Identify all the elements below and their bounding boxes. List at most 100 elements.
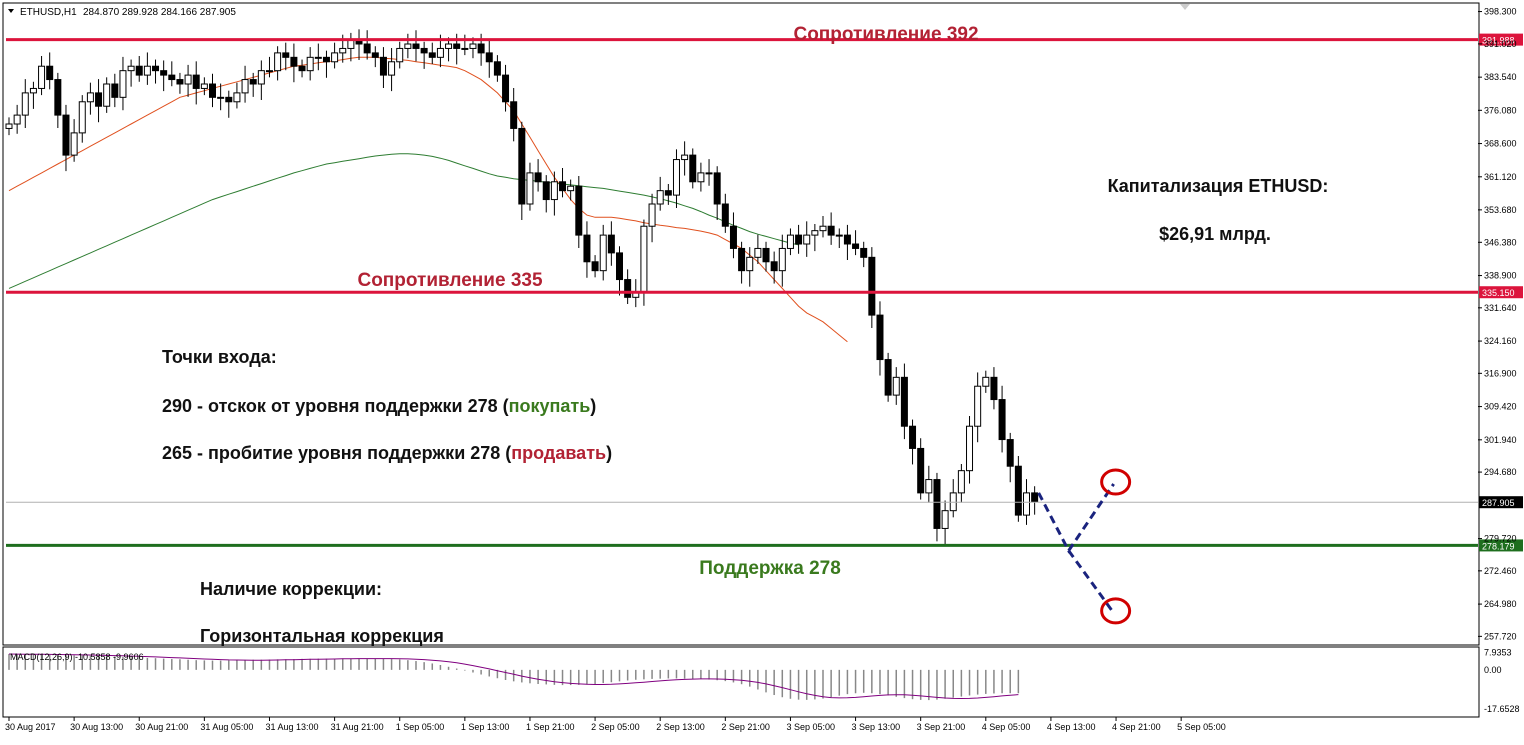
candle bbox=[738, 241, 746, 284]
candle-body bbox=[567, 185, 575, 192]
price-pane[interactable] bbox=[2, 2, 1480, 646]
candle bbox=[656, 176, 664, 211]
candle bbox=[982, 370, 990, 393]
candle bbox=[876, 301, 884, 376]
candle bbox=[257, 60, 265, 100]
marker-sell-icon bbox=[1100, 597, 1132, 625]
macd-label: MACD(12,26,9) -10.5858 -9.9606 bbox=[10, 652, 144, 662]
macd-signal-line bbox=[8, 653, 1019, 700]
candle bbox=[909, 419, 917, 465]
candle bbox=[192, 61, 200, 105]
x-tick-label: 1 Sep 21:00 bbox=[526, 722, 575, 732]
y-tick-label: 331.640 bbox=[1484, 303, 1517, 313]
y-tick-label: 353.680 bbox=[1484, 205, 1517, 215]
candle-body bbox=[925, 479, 933, 494]
ohlc-label: 284.870 289.928 284.166 287.905 bbox=[83, 7, 236, 18]
x-tick-label: 2 Sep 05:00 bbox=[591, 722, 640, 732]
candle bbox=[1006, 432, 1014, 483]
candle-body bbox=[778, 247, 786, 272]
y-tick-label: 309.420 bbox=[1484, 402, 1517, 412]
sell-word: продавать bbox=[511, 443, 606, 463]
candle-body bbox=[135, 65, 143, 76]
candle-body bbox=[339, 47, 347, 54]
candle bbox=[290, 43, 298, 83]
candle bbox=[852, 230, 860, 256]
candle-body bbox=[428, 52, 436, 58]
candle-body bbox=[852, 243, 860, 249]
dropdown-arrow-icon[interactable] bbox=[8, 9, 14, 13]
candle-body bbox=[21, 92, 29, 116]
candle bbox=[892, 367, 900, 405]
x-tick-label: 5 Sep 05:00 bbox=[1177, 722, 1226, 732]
candle bbox=[209, 73, 216, 108]
candle-body bbox=[290, 56, 298, 67]
current-price-label: 287.905 bbox=[1482, 498, 1515, 508]
candle bbox=[396, 41, 404, 69]
candle-body bbox=[477, 43, 485, 54]
y-tick-label: 279.720 bbox=[1484, 534, 1517, 544]
cap-value: $26,91 млрд. bbox=[1159, 224, 1271, 244]
candle-body bbox=[746, 256, 754, 272]
candle-body bbox=[843, 234, 851, 245]
candle-body bbox=[664, 190, 672, 196]
candle bbox=[322, 50, 330, 78]
x-tick-label: 3 Sep 05:00 bbox=[786, 722, 835, 732]
candle bbox=[152, 59, 160, 84]
candle bbox=[21, 79, 29, 128]
candle bbox=[819, 216, 827, 238]
candle-body bbox=[86, 92, 94, 103]
scroll-shift-icon[interactable] bbox=[1180, 4, 1190, 10]
candle bbox=[127, 59, 135, 87]
candle bbox=[827, 212, 835, 245]
candle bbox=[510, 88, 518, 142]
y-tick-label: 301.940 bbox=[1484, 435, 1517, 445]
buy-word: покупать bbox=[509, 396, 591, 416]
y-tick-label: 294.680 bbox=[1484, 467, 1517, 477]
candle-body bbox=[453, 43, 461, 49]
candle-body bbox=[754, 247, 762, 258]
candle bbox=[363, 30, 371, 60]
candle-body bbox=[689, 154, 697, 183]
candle bbox=[860, 241, 868, 268]
candle-body bbox=[152, 65, 160, 72]
candle-body bbox=[860, 247, 868, 258]
candle-body bbox=[990, 376, 998, 401]
candle-body bbox=[127, 65, 135, 72]
candle-body bbox=[534, 172, 542, 183]
candle-body bbox=[192, 74, 200, 89]
candle-body bbox=[974, 385, 982, 427]
candle-body bbox=[404, 43, 412, 49]
candle bbox=[681, 141, 689, 176]
candle bbox=[282, 42, 290, 71]
candle-body bbox=[461, 47, 469, 50]
candle bbox=[46, 52, 54, 90]
candle-body bbox=[624, 279, 632, 298]
candle-body bbox=[941, 510, 949, 529]
support-price-label: 278.179 bbox=[1482, 541, 1515, 551]
candle-body bbox=[111, 83, 119, 98]
x-tick-label: 30 Aug 13:00 bbox=[70, 722, 123, 732]
cap-title: Капитализация ETHUSD: bbox=[1108, 176, 1329, 196]
candle-body bbox=[78, 101, 86, 134]
candle-body bbox=[827, 225, 835, 236]
support-278-label: Поддержка 278 bbox=[699, 558, 841, 579]
candle-body bbox=[371, 52, 379, 58]
y-tick-label: 346.380 bbox=[1484, 237, 1517, 247]
candle bbox=[616, 246, 623, 296]
candle bbox=[78, 95, 86, 143]
resistance-392-label: Сопротивление 392 bbox=[793, 24, 978, 45]
candle bbox=[925, 465, 933, 503]
candle-body bbox=[493, 61, 501, 76]
candle-body bbox=[721, 203, 729, 227]
y-tick-label: 338.900 bbox=[1484, 271, 1517, 281]
candle bbox=[461, 34, 469, 56]
support-price-tag bbox=[1479, 539, 1523, 552]
candle-body bbox=[274, 52, 282, 72]
macd-tick-label: 7.9353 bbox=[1484, 647, 1512, 657]
candle-body bbox=[616, 252, 623, 281]
candle bbox=[689, 148, 697, 189]
candle-body bbox=[966, 425, 974, 472]
candle-body bbox=[917, 447, 925, 494]
